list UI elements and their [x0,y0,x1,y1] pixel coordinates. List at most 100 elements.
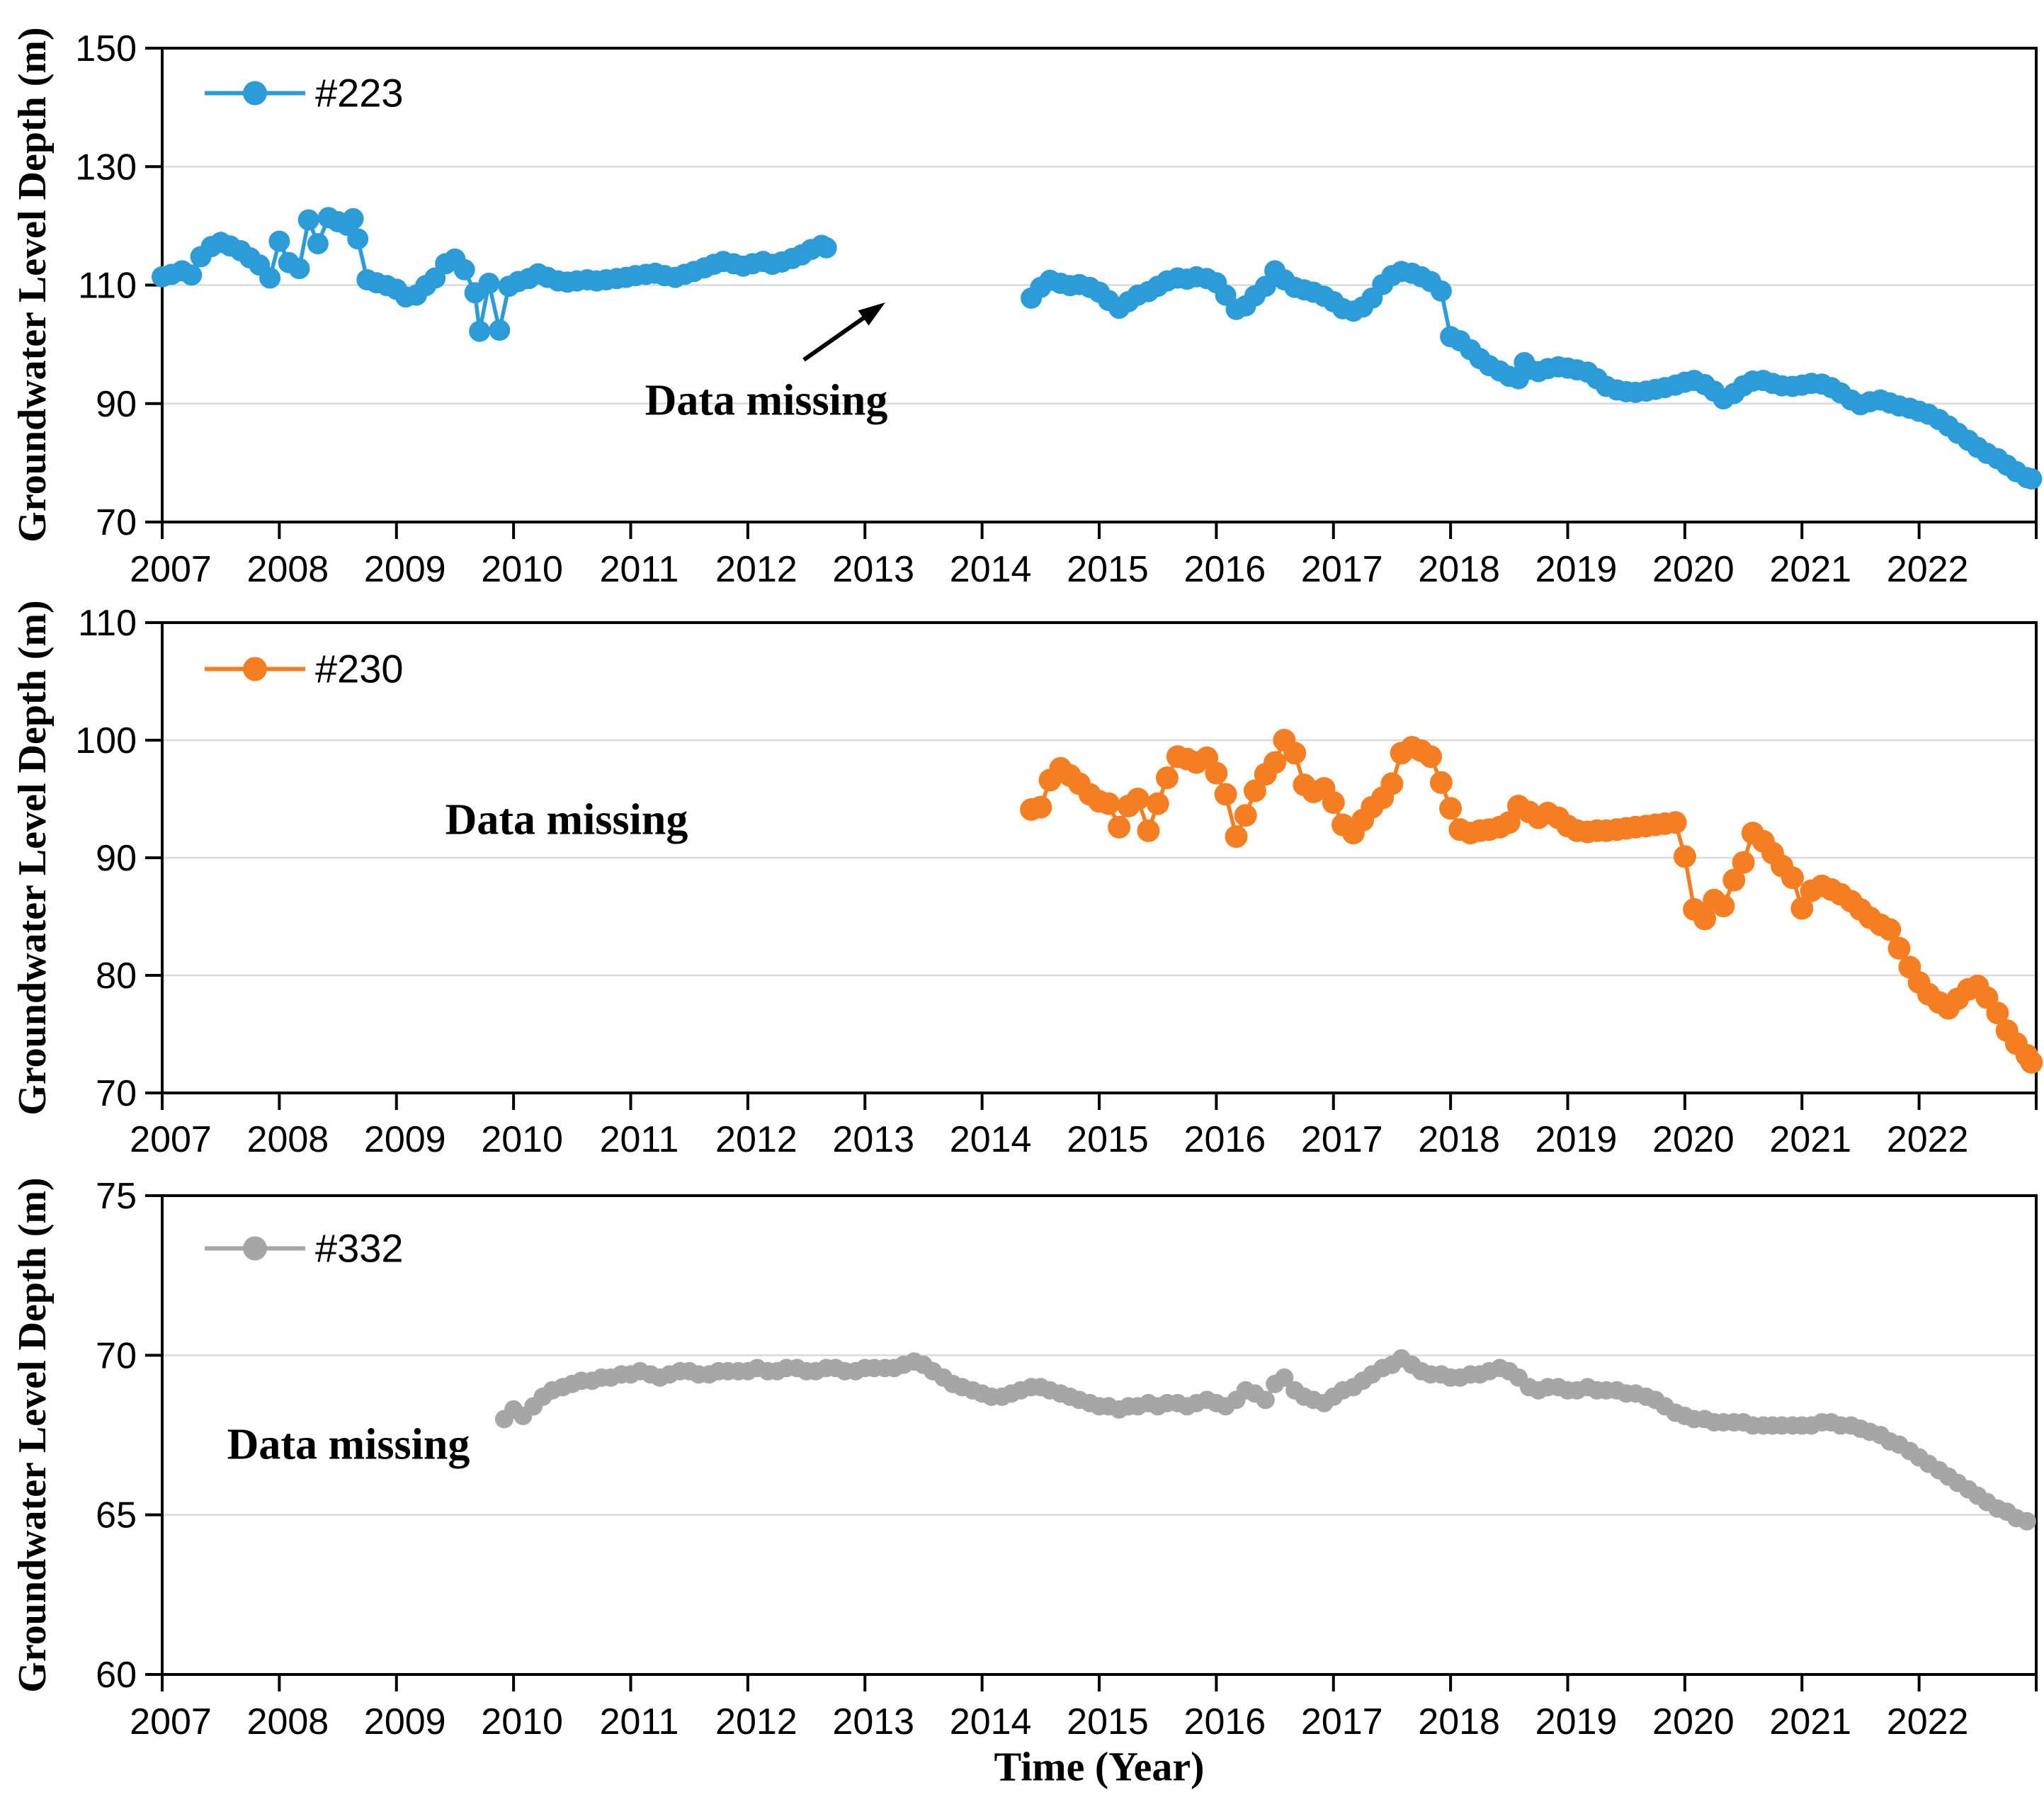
data-point [1732,851,1755,874]
data-point [1155,766,1179,790]
data-point [1781,866,1804,890]
x-tick-label: 2019 [1535,1119,1618,1160]
x-tick-label: 2009 [364,1701,446,1742]
annotation-arrow-line [802,314,867,362]
x-tick-label: 2019 [1535,549,1618,590]
data-point [478,273,500,294]
legend-label: #332 [315,1225,404,1271]
x-tick-label: 2016 [1184,549,1266,590]
data-point [307,233,329,254]
series-line-230 [1030,736,2033,1064]
data-point [1986,1002,2009,1025]
data-point [469,320,491,342]
x-tick-label: 2009 [364,1119,446,1160]
x-tick-label: 2014 [950,1701,1032,1742]
x-tick-label: 2020 [1652,549,1734,590]
y-tick-label: 60 [96,1655,137,1696]
x-tick-label: 2015 [1067,1119,1149,1160]
legend-line-icon [205,81,305,105]
data-point [1205,761,1228,785]
x-tick-label: 2022 [1887,1119,1969,1160]
y-axis-title-bottom: Groundwater Level Depth (m) [11,1177,55,1693]
annotation-data-missing-middle: Data missing [445,795,688,844]
x-axis-title: Time (Year) [994,1743,1205,1790]
data-point [259,267,281,289]
x-tick-label: 2014 [950,549,1032,590]
data-point [1878,918,1902,941]
x-tick-label: 2021 [1769,1701,1851,1742]
x-tick-label: 2013 [832,549,914,590]
y-tick-label: 70 [96,1073,137,1114]
x-tick-label: 2014 [950,1119,1032,1160]
data-point [1146,792,1169,815]
legend-label: #223 [315,70,404,115]
x-tick-label: 2018 [1418,1701,1500,1742]
y-tick-label: 65 [96,1495,137,1536]
data-point [1283,742,1307,765]
y-axis-title-top: Groundwater Level Depth (m) [11,27,55,543]
chart-223: 70 90 110 130 150 2007 2008 2009 2010 2011 2012 201… [75,28,2043,590]
data-point [1137,819,1160,842]
data-point [1380,772,1404,795]
x-tick-label: 2016 [1184,1119,1266,1160]
data-point [1429,771,1453,794]
series-line-332 [502,1356,2028,1524]
data-point [347,228,369,250]
x-tick-label: 2015 [1067,549,1149,590]
data-point [1097,792,1120,815]
y-tick-label: 75 [96,1176,137,1217]
x-tick-label: 2010 [481,1701,563,1742]
x-tick-label: 2009 [364,549,446,590]
data-point [1264,751,1287,774]
legend-223: #223 [205,70,404,116]
data-point [1234,804,1257,827]
x-tick-label: 2010 [481,549,563,590]
y-tick-label: 70 [96,502,137,543]
data-point [1126,788,1149,810]
data-point [1430,280,1452,302]
data-point [453,259,475,280]
y-tick-label: 110 [78,603,137,644]
data-point [1722,868,1746,892]
x-tick-label: 2007 [130,549,212,590]
x-tick-label: 2008 [247,1701,329,1742]
data-point [815,237,837,259]
x-tick-label: 2022 [1887,1701,1969,1742]
data-point [1254,276,1276,297]
y-tick-label: 70 [96,1335,137,1376]
x-tick-label: 2017 [1301,1701,1383,1742]
x-tick-label: 2010 [481,1119,563,1160]
data-point [1322,791,1345,814]
x-tick-label: 2013 [832,1119,914,1160]
legend-230: #230 [205,646,404,692]
y-tick-label: 130 [75,147,137,188]
data-point [1256,1390,1275,1410]
x-tick-label: 2011 [600,1119,679,1160]
x-tick-label: 2008 [247,549,329,590]
x-tick-label: 2021 [1769,1119,1851,1160]
data-point [1439,797,1463,820]
data-point [1029,795,1052,819]
x-tick-label: 2018 [1418,549,1500,590]
data-point [1275,1368,1294,1387]
x-tick-label: 2013 [832,1701,914,1742]
x-tick-label: 2020 [1652,1119,1734,1160]
legend-label: #230 [315,646,404,691]
data-point [181,264,203,286]
data-point [2021,468,2043,489]
legend-332: #332 [205,1225,404,1271]
x-tick-label: 2020 [1652,1701,1734,1742]
data-point [1108,815,1131,839]
data-point [1419,745,1442,769]
x-tick-label: 2016 [1184,1701,1266,1742]
data-point [1673,845,1696,868]
x-tick-label: 2012 [715,1119,797,1160]
annotation-arrow-head-icon [858,302,885,326]
x-tick-label: 2012 [715,549,797,590]
data-point [1693,907,1716,931]
legend-line-icon [205,1236,305,1260]
x-tick-label: 2011 [600,1701,679,1742]
x-tick-label: 2019 [1535,1701,1618,1742]
